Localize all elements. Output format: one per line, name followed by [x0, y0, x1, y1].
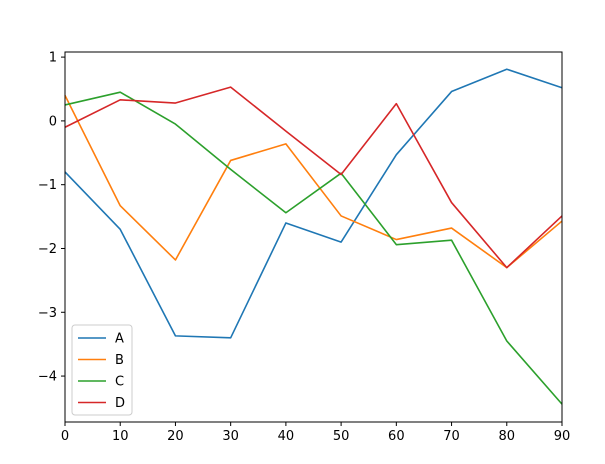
x-tick-label: 30 — [222, 429, 239, 444]
x-tick-label: 60 — [388, 429, 405, 444]
x-tick-label: 90 — [554, 429, 571, 444]
x-tick-label: 50 — [333, 429, 350, 444]
legend-box — [71, 324, 133, 416]
y-axis: 1 0 −1 −2 −3 −4 — [38, 51, 65, 385]
x-tick-label: 10 — [112, 429, 129, 444]
x-tick-label: 70 — [443, 429, 460, 444]
series-line-D — [64, 86, 563, 269]
series-line-C — [64, 91, 563, 405]
series-line-A — [64, 68, 563, 339]
y-tick-label: 1 — [49, 51, 57, 66]
legend-label-C: C — [115, 375, 124, 390]
plot-lines — [64, 68, 563, 405]
y-tick-label: −3 — [38, 306, 57, 321]
legend-label-B: B — [115, 353, 124, 368]
x-tick-label: 0 — [61, 429, 69, 444]
y-tick-label: −2 — [38, 242, 57, 257]
x-tick-label: 80 — [499, 429, 516, 444]
y-tick-label: −1 — [38, 178, 57, 193]
legend-label-A: A — [115, 332, 124, 347]
y-tick-label: 0 — [49, 114, 57, 129]
axes-frame — [64, 51, 563, 423]
series-line-B — [64, 95, 563, 269]
legend-label-D: D — [115, 396, 125, 411]
x-tick-label: 40 — [278, 429, 295, 444]
x-axis: 0 10 20 30 40 50 60 70 80 90 — [61, 422, 570, 444]
y-tick-label: −4 — [38, 370, 57, 385]
x-tick-label: 20 — [167, 429, 184, 444]
